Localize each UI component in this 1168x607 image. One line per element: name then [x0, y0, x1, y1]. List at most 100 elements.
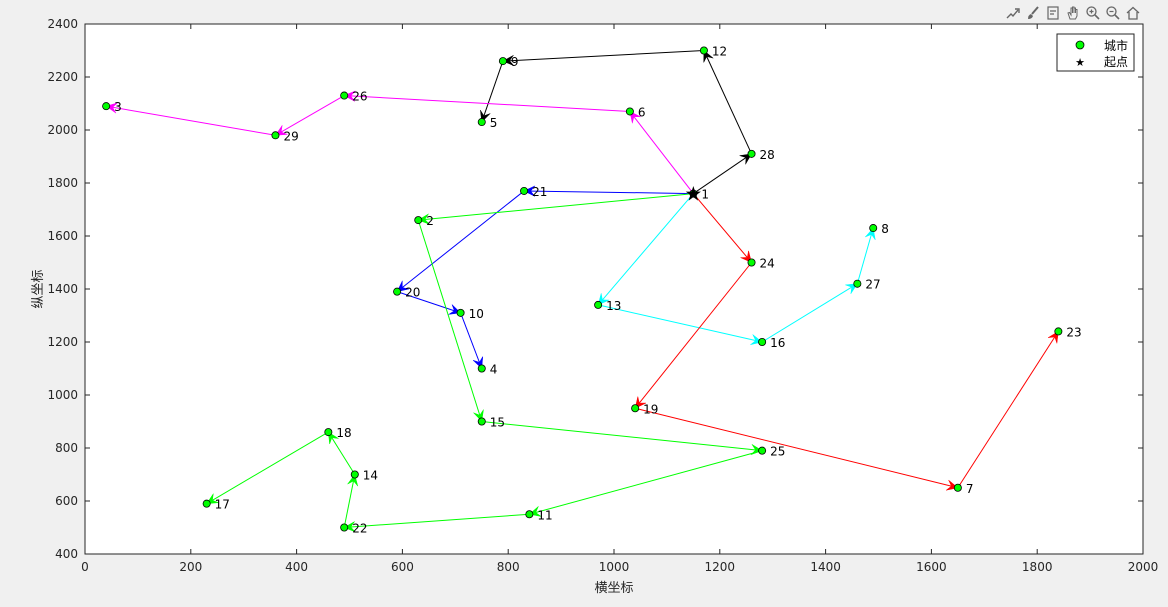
city-point: [525, 510, 534, 519]
route-segment: [418, 193, 694, 221]
city-label: 12: [712, 45, 727, 59]
city-point: [340, 523, 349, 532]
y-tick-label: 1200: [47, 335, 78, 349]
city-label: 20: [405, 286, 420, 300]
city-label: 26: [352, 90, 367, 104]
city-point: [456, 308, 465, 317]
y-axis-title: 纵坐标: [31, 269, 46, 308]
city-point: [758, 446, 767, 455]
legend-city-label: 城市: [1104, 38, 1128, 53]
city-point: [594, 300, 603, 309]
x-tick-label: 1200: [705, 560, 736, 574]
city-label: 6: [638, 105, 646, 119]
city-point: [477, 364, 486, 373]
x-tick-label: 0: [81, 560, 89, 574]
city-labels: 1234567891011121314151617181920212223242…: [114, 45, 1081, 536]
city-label: 22: [352, 522, 367, 536]
city-points: ★: [102, 46, 1063, 532]
legend-city-marker: [1075, 40, 1085, 50]
city-label: 14: [363, 469, 378, 483]
city-point: [747, 149, 756, 158]
city-label: 4: [490, 363, 498, 377]
figure-toolbar: [1003, 4, 1143, 22]
datatip-icon[interactable]: [1043, 4, 1063, 22]
route-segment: [634, 262, 752, 409]
city-point: [477, 118, 486, 127]
city-label: 16: [770, 336, 785, 350]
x-tick-label: 400: [285, 560, 308, 574]
route-arrowhead: [343, 521, 356, 533]
route-segment: [598, 304, 763, 343]
legend: 城市 ★ 起点: [1056, 33, 1135, 72]
x-tick-label: 1000: [599, 560, 630, 574]
route-segment: [703, 50, 752, 155]
city-label: 29: [283, 129, 298, 143]
city-point: [414, 216, 423, 225]
zoom-out-icon[interactable]: [1103, 4, 1123, 22]
city-label: 1: [701, 188, 709, 202]
route-segment: [344, 513, 530, 528]
brush-icon[interactable]: [1023, 4, 1043, 22]
y-tick-label: 600: [55, 494, 78, 508]
route-segment: [417, 219, 483, 422]
x-tick-label: 1600: [916, 560, 947, 574]
x-tick-label: 800: [497, 560, 520, 574]
route-segment: [344, 95, 630, 112]
city-label: 13: [606, 299, 621, 313]
city-label: 19: [643, 402, 658, 416]
city-label: 11: [537, 508, 552, 522]
city-point: [953, 483, 962, 492]
route-segment: [275, 95, 345, 136]
route-segment: [524, 190, 694, 195]
city-label: 23: [1066, 325, 1081, 339]
y-tick-label: 1000: [47, 388, 78, 402]
x-tick-label: 1800: [1022, 560, 1053, 574]
x-tick-label: 2000: [1128, 560, 1159, 574]
legend-start-marker: ★: [1075, 56, 1085, 69]
legend-start-label: 起点: [1104, 55, 1128, 69]
export-icon[interactable]: [1003, 4, 1023, 22]
city-point: [758, 337, 767, 346]
y-tick-label: 800: [55, 441, 78, 455]
city-point: [271, 131, 280, 140]
route-arrowhead: [502, 55, 515, 66]
pan-icon[interactable]: [1063, 4, 1083, 22]
city-label: 7: [966, 482, 974, 496]
route-segment: [692, 193, 752, 263]
route-segment: [957, 331, 1059, 489]
route-segment: [481, 421, 763, 452]
city-point: [689, 189, 698, 198]
y-tick-label: 2000: [47, 123, 78, 137]
route-segment: [396, 291, 461, 314]
route-segment: [106, 105, 276, 136]
city-point: [340, 91, 349, 100]
city-point: [202, 499, 211, 508]
y-tick-label: 2200: [47, 70, 78, 84]
x-tick-label: 1400: [810, 560, 841, 574]
city-point: [102, 102, 111, 111]
home-icon[interactable]: [1123, 4, 1143, 22]
y-tick-label: 400: [55, 547, 78, 561]
zoom-in-icon[interactable]: [1083, 4, 1103, 22]
route-segment: [343, 474, 356, 528]
city-point: [350, 470, 359, 479]
route-segment: [529, 450, 763, 515]
city-point: [747, 258, 756, 267]
city-point: [853, 279, 862, 288]
city-point: [625, 107, 634, 116]
city-point: [699, 46, 708, 55]
route-segment: [327, 431, 356, 475]
route-segment: [481, 60, 504, 123]
start-point-star: ★: [684, 182, 702, 206]
city-label: 9: [511, 55, 519, 69]
city-label: 15: [490, 416, 505, 430]
city-label: 24: [760, 257, 775, 271]
route-segment: [460, 312, 483, 369]
city-label: 21: [532, 185, 547, 199]
y-tick-label: 1400: [47, 282, 78, 296]
city-label: 17: [215, 498, 230, 512]
route-segment: [629, 111, 694, 194]
city-label: 2: [426, 214, 434, 228]
route-segment: [635, 407, 958, 489]
y-tick-label: 1600: [47, 229, 78, 243]
